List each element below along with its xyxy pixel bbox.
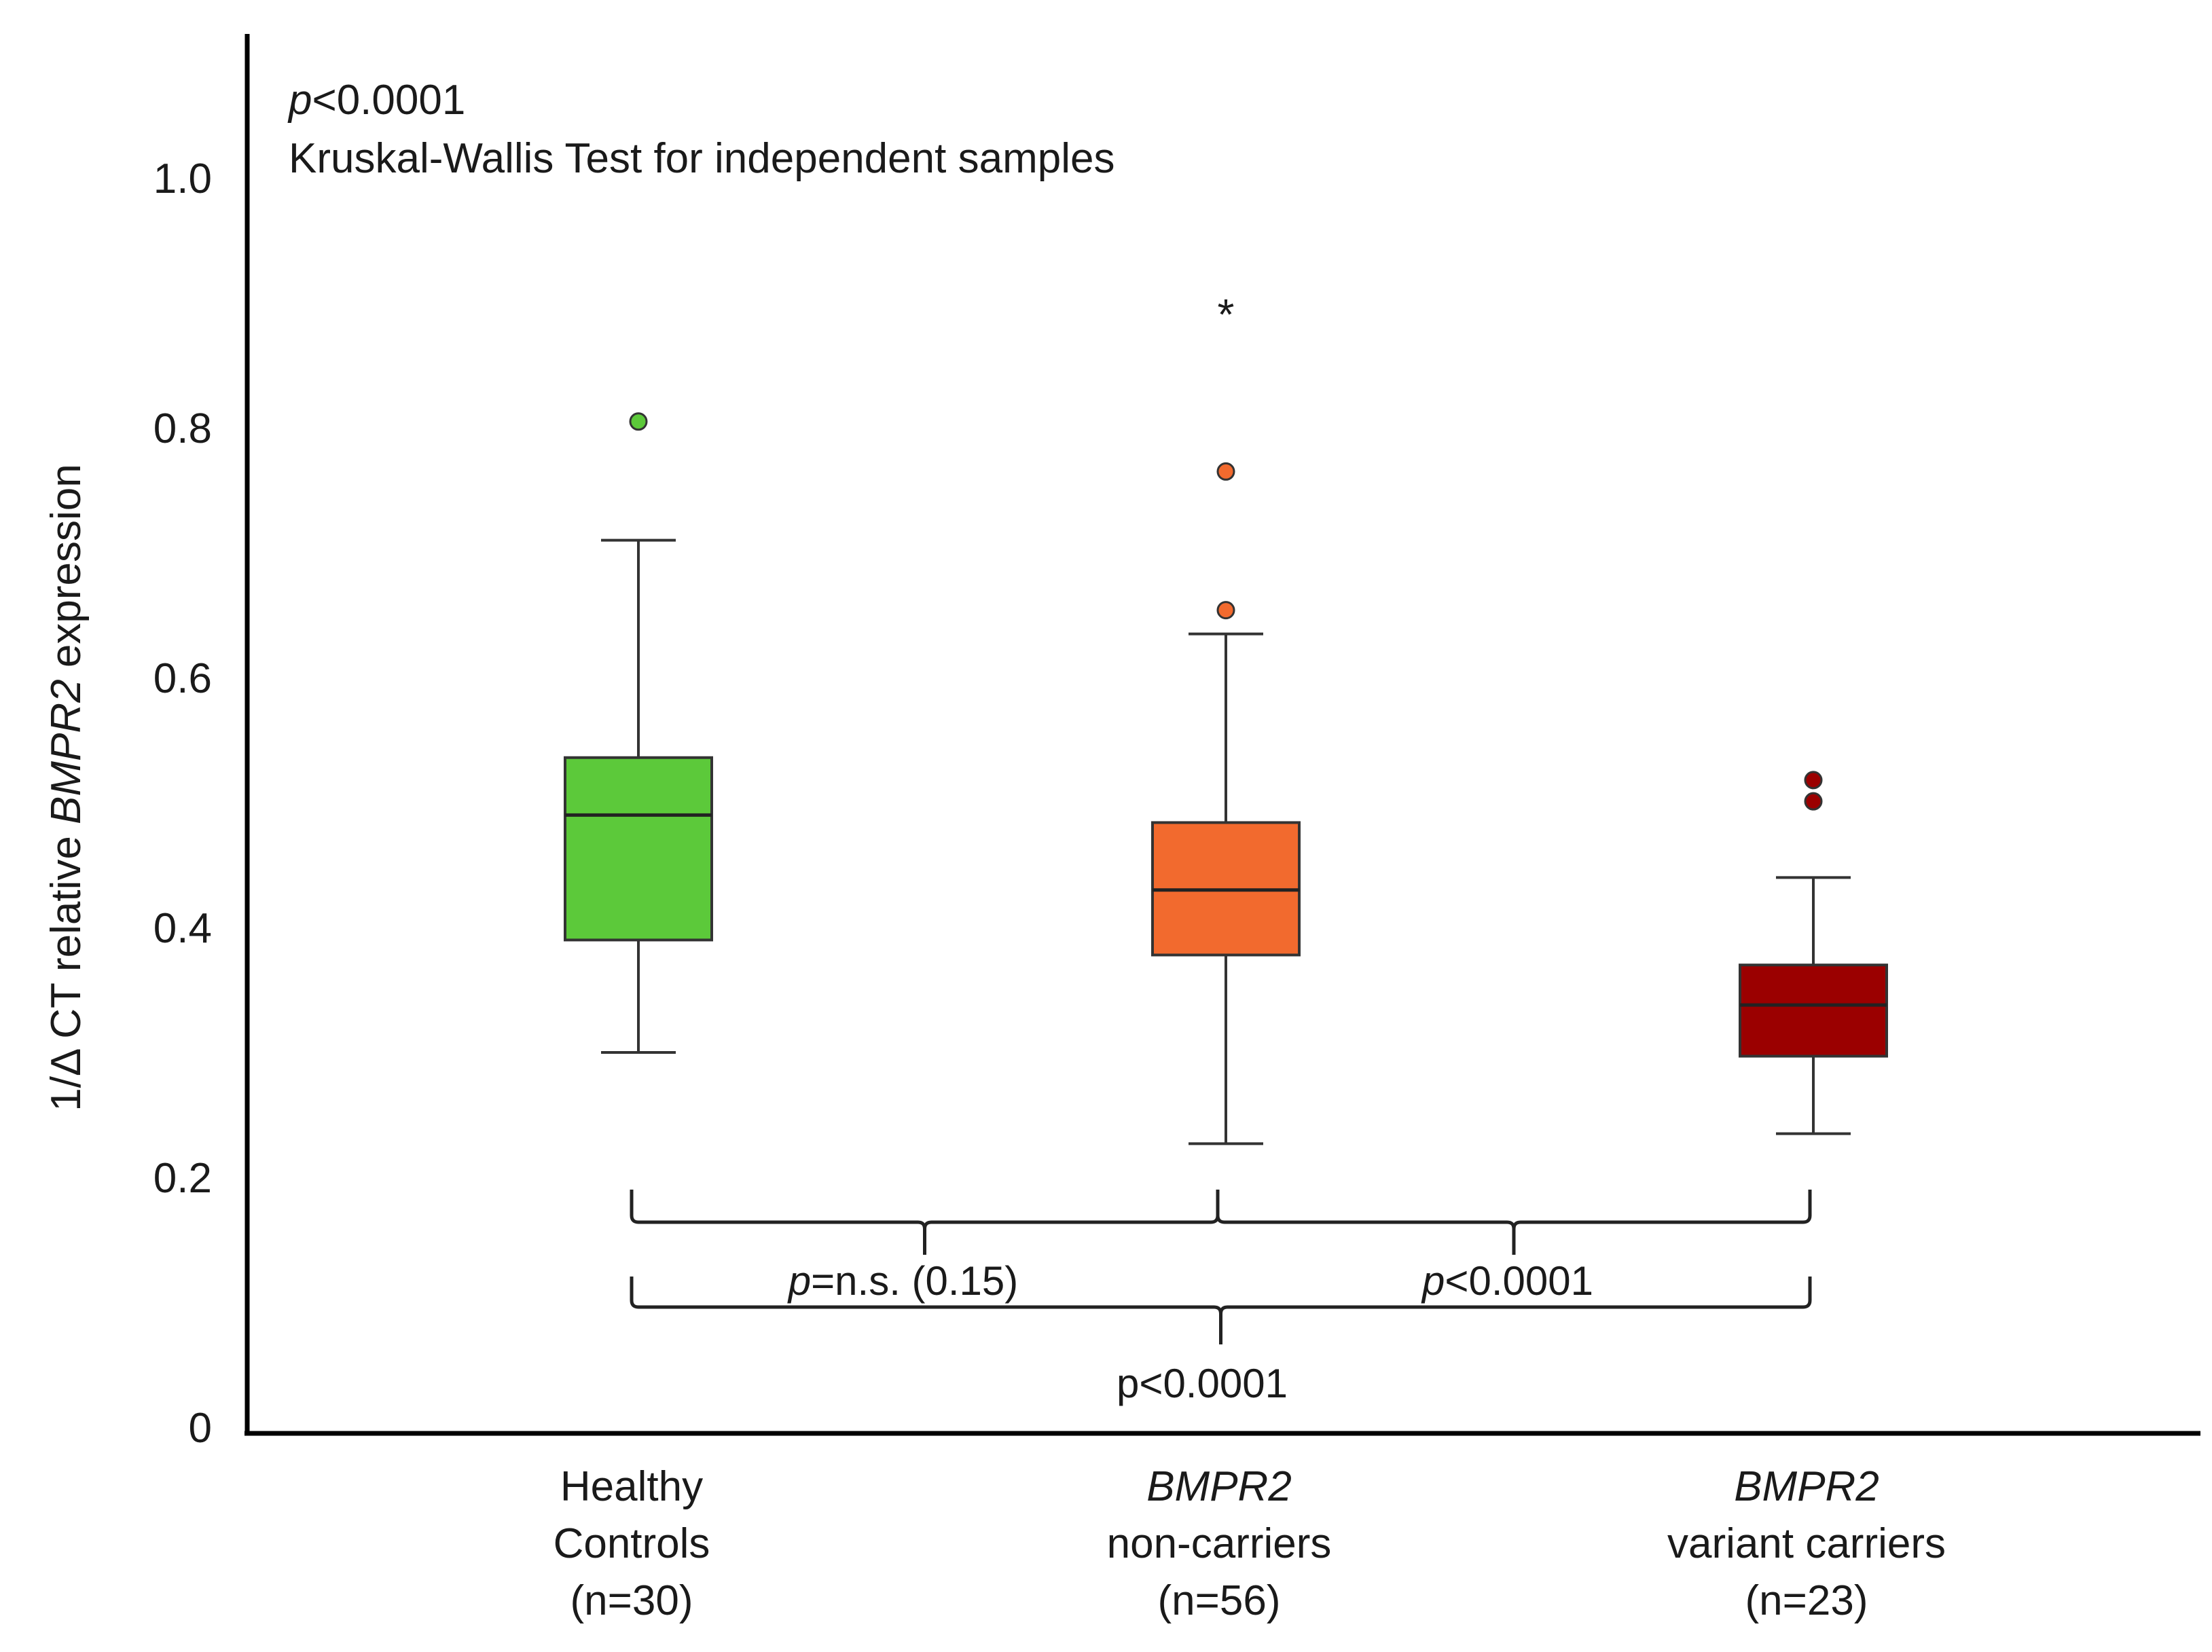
category-label-line1: Healthy xyxy=(560,1463,703,1510)
y-tick-label: 0.2 xyxy=(153,1155,212,1202)
significance-p-value: =n.s. (0.15) xyxy=(811,1258,1018,1304)
outlier-point xyxy=(1216,601,1235,620)
extreme-point: * xyxy=(1218,290,1235,339)
test-annotation-name: Kruskal-Wallis Test for independent samp… xyxy=(289,135,1114,182)
y-axis-label-prefix: 1/Δ CT relative xyxy=(43,824,90,1112)
y-tick-label: 0.6 xyxy=(153,655,212,702)
category-label-line2: variant carriers xyxy=(1667,1520,1946,1567)
category-label-n: (n=56) xyxy=(1158,1577,1281,1624)
y-axis-label-gene: BMPR2 xyxy=(43,679,90,824)
outlier-point xyxy=(1216,462,1235,481)
bracket-noncarriers-vs-carriers xyxy=(1216,1190,1812,1255)
box-group xyxy=(564,412,713,1054)
box-group xyxy=(1739,771,1888,1135)
box-iqr xyxy=(564,756,713,942)
y-tick-label: 0 xyxy=(189,1405,212,1452)
bracket-controls-vs-noncarriers xyxy=(630,1190,1220,1255)
test-annotation-p-value: <0.0001 xyxy=(312,77,465,124)
category-label-line2: non-carriers xyxy=(1107,1520,1332,1567)
significance-label: p<0.0001 xyxy=(1117,1361,1288,1406)
significance-p-value: p<0.0001 xyxy=(1117,1361,1288,1406)
category-label-line1: BMPR2 xyxy=(1734,1463,1879,1510)
significance-p-value: <0.0001 xyxy=(1445,1258,1593,1304)
y-tick-label: 0.4 xyxy=(153,905,212,952)
outlier-point xyxy=(629,412,648,431)
y-axis-label: 1/Δ CT relative BMPR2 expression xyxy=(43,464,90,1111)
significance-p-symbol: p xyxy=(787,1258,811,1304)
category-labels: Healthy Controls (n=30) BMPR2 non-carriers (n… xyxy=(554,1463,1946,1624)
significance-p-symbol: p xyxy=(1421,1258,1445,1304)
significance-label: p<0.0001 xyxy=(1421,1258,1593,1304)
category-label-n: (n=30) xyxy=(570,1577,693,1624)
y-axis-label-suffix: expression xyxy=(43,464,90,679)
test-annotation-p-symbol: p xyxy=(287,77,312,124)
category-label-n: (n=23) xyxy=(1745,1577,1868,1624)
y-tick-labels: 0 0.2 0.4 0.6 0.8 1.0 xyxy=(153,155,212,1452)
y-tick-label: 0.8 xyxy=(153,405,212,452)
box-series: * xyxy=(564,290,1888,1145)
outlier-point xyxy=(1804,792,1823,811)
category-label-line1: BMPR2 xyxy=(1146,1463,1292,1510)
box-group: * xyxy=(1151,290,1301,1145)
outlier-point xyxy=(1804,771,1823,790)
significance-label: p=n.s. (0.15) xyxy=(787,1258,1019,1304)
test-annotation-p: p<0.0001 xyxy=(287,77,465,124)
category-label-line2: Controls xyxy=(554,1520,710,1567)
y-tick-label: 1.0 xyxy=(153,155,212,202)
box-iqr xyxy=(1739,963,1888,1058)
bracket-controls-vs-carriers xyxy=(630,1277,1812,1344)
